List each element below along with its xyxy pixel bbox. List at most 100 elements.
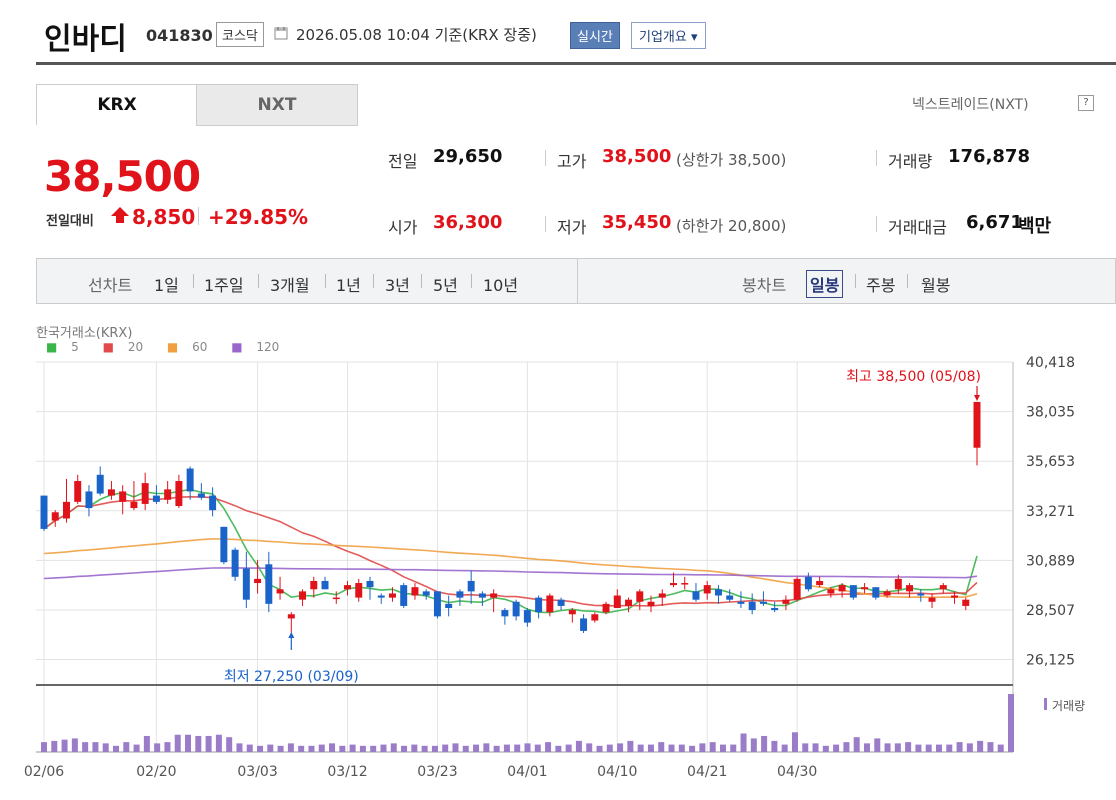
divider [876, 216, 877, 232]
candle-body [602, 603, 610, 613]
candle-body [478, 593, 486, 598]
volume-bar [699, 743, 706, 752]
divider [373, 274, 374, 288]
divider [471, 274, 472, 288]
candle-monthly[interactable]: 월봉 [921, 276, 951, 295]
x-tick-label: 03/12 [327, 764, 367, 780]
candle-body [872, 587, 880, 598]
candle-body [714, 589, 722, 596]
tab-nxt[interactable]: NXT [196, 84, 358, 126]
candle-body [85, 491, 93, 509]
candle-body [613, 595, 621, 609]
period-3y[interactable]: 3년 [385, 276, 410, 295]
volume-bar [935, 744, 942, 752]
open-value: 36,300 [433, 212, 503, 233]
high-label: 고가 [557, 152, 587, 171]
volume-bar [483, 743, 490, 752]
candle-body [861, 587, 869, 590]
volume-bar [555, 745, 562, 752]
volume-bar [61, 739, 68, 752]
candle-body [557, 599, 565, 606]
candle-body [692, 591, 700, 600]
candle-body [242, 568, 250, 600]
volume-legend-label: 거래량 [1052, 699, 1085, 713]
volume-bar [534, 744, 541, 752]
period-3m[interactable]: 3개월 [270, 276, 310, 295]
candle-body [748, 601, 756, 611]
volume-bar [843, 742, 850, 752]
volume-bar [370, 745, 377, 752]
candle-body [894, 578, 902, 590]
y-tick-label: 30,889 [1026, 553, 1075, 569]
max-annotation-arrowhead [974, 395, 980, 401]
tab-krx[interactable]: KRX [36, 84, 198, 125]
volume-bar [349, 744, 356, 752]
period-1w[interactable]: 1주일 [204, 276, 244, 295]
candle-body [501, 610, 509, 617]
open-label: 시가 [388, 218, 418, 237]
volume-bar [874, 738, 881, 752]
nextrade-link[interactable]: 넥스트레이드(NXT) [912, 97, 1029, 113]
candle-body [782, 599, 790, 604]
period-10y[interactable]: 10년 [483, 276, 519, 295]
candle-body [130, 501, 138, 509]
volume-bar [833, 744, 840, 752]
realtime-button[interactable]: 실시간 [570, 22, 620, 49]
volume-bar [719, 744, 726, 752]
volume-bar [853, 737, 860, 752]
x-tick-label: 02/06 [24, 764, 64, 780]
volume-bar [997, 744, 1004, 752]
volume-bar [226, 737, 233, 752]
candle-body [523, 610, 531, 623]
volume-bar [287, 743, 294, 752]
candle-body [366, 580, 374, 588]
candle-body [827, 589, 835, 594]
chart-source: 한국거래소(KRX) [36, 326, 133, 341]
volume-bar [771, 740, 778, 752]
volume-bar [401, 745, 408, 752]
period-1d[interactable]: 1일 [154, 276, 179, 295]
volume-bar [154, 743, 161, 752]
volume-bar [390, 743, 397, 752]
candle-body [152, 495, 160, 502]
period-1y[interactable]: 1년 [336, 276, 361, 295]
candle-body [568, 610, 576, 615]
candle-body [816, 580, 824, 586]
candle-body [917, 593, 925, 596]
volume-bar [709, 742, 716, 752]
volume-bar [133, 744, 140, 752]
company-overview-button[interactable]: 기업개요 ▾ [631, 22, 706, 49]
volume-bar [606, 744, 613, 752]
legend-ma60: ■ 60 [166, 340, 208, 354]
help-icon[interactable]: ? [1078, 95, 1094, 111]
volume-bar [524, 743, 531, 752]
volume-bar [668, 744, 675, 752]
volume-bar [462, 745, 469, 752]
period-5y[interactable]: 5년 [433, 276, 458, 295]
volume-bar [51, 740, 58, 752]
candle-body [973, 401, 981, 448]
volume-bar [586, 743, 593, 752]
calendar-icon [274, 27, 288, 40]
candle-body [467, 580, 475, 592]
candle-weekly[interactable]: 주봉 [866, 276, 896, 295]
volume-bar [987, 742, 994, 752]
candle-body [254, 578, 262, 584]
candle-body [445, 603, 453, 609]
volume-bar [123, 742, 130, 752]
volume-bar [205, 735, 212, 752]
volume-label: 거래량 [888, 152, 933, 171]
candle-daily[interactable]: 일봉 [806, 270, 844, 298]
max-annotation: 최고 38,500 (05/08) [846, 369, 981, 385]
stock-code: 041830 [146, 26, 213, 45]
current-price: 38,500 [44, 152, 201, 201]
candle-body [433, 591, 441, 617]
volume-bar [411, 744, 418, 752]
volume-bar [740, 733, 747, 752]
volume-bar [442, 744, 449, 752]
legend-ma120: ■ 120 [231, 340, 280, 354]
volume-bar [637, 744, 644, 752]
volume-bar [884, 743, 891, 752]
candle-body [321, 580, 329, 590]
